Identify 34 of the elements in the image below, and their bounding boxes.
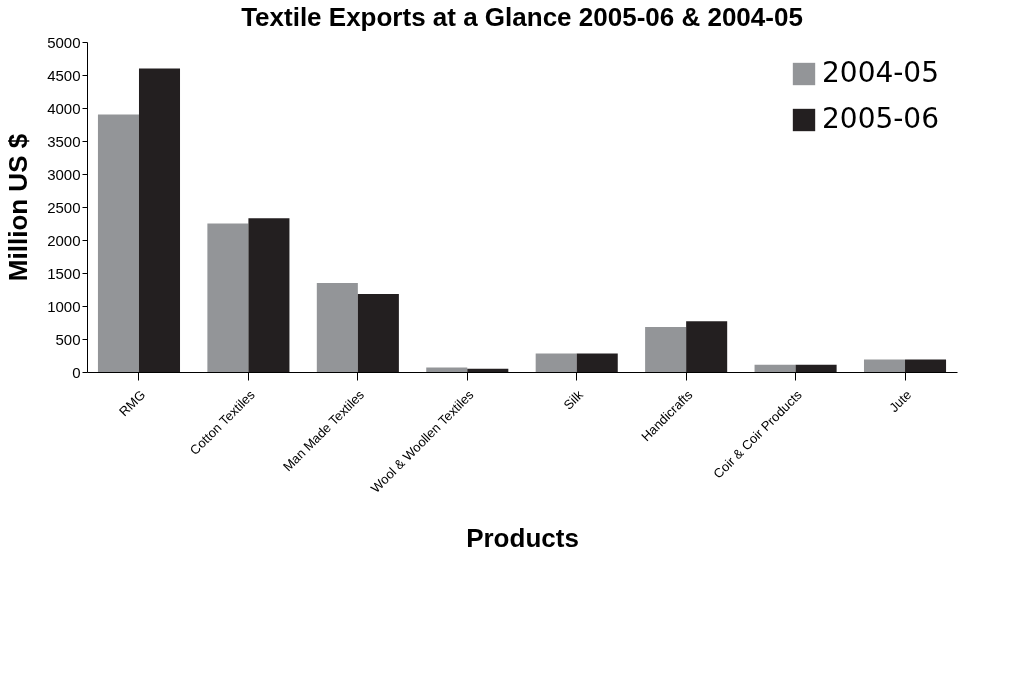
y-tick-label: 4000 xyxy=(47,99,81,117)
y-axis-title: Million US $ xyxy=(3,133,34,282)
bar xyxy=(357,294,399,372)
bar xyxy=(754,364,796,372)
chart-title: Textile Exports at a Glance 2005-06 & 2004-05 xyxy=(241,2,803,32)
legend-label: 2004-05 xyxy=(822,56,939,89)
y-tick-label: 0 xyxy=(72,363,81,381)
y-tick-label: 5000 xyxy=(47,33,81,51)
bar xyxy=(863,359,906,372)
x-axis-title: Products xyxy=(466,522,579,553)
bar xyxy=(576,353,618,372)
bar xyxy=(138,68,181,372)
bar xyxy=(905,359,947,372)
y-tick-label: 3500 xyxy=(47,132,81,150)
bar xyxy=(207,223,249,372)
bar xyxy=(248,218,290,372)
bar xyxy=(316,282,358,372)
y-tick-label: 2500 xyxy=(47,198,81,216)
y-tick-label: 1000 xyxy=(47,297,81,315)
bar xyxy=(795,364,837,372)
x-tick-label: Silk xyxy=(560,386,587,413)
y-tick-label: 4500 xyxy=(47,66,81,84)
bar xyxy=(426,367,468,372)
legend-label: 2005-06 xyxy=(822,102,939,135)
x-tick-label: Jute xyxy=(886,387,915,416)
bar xyxy=(467,368,509,372)
bar xyxy=(686,321,728,372)
bar xyxy=(97,114,139,372)
y-tick-label: 500 xyxy=(55,330,81,348)
bar xyxy=(535,353,577,372)
y-tick-label: 2000 xyxy=(47,231,81,249)
bar xyxy=(645,327,687,372)
y-tick-label: 3000 xyxy=(47,165,81,183)
y-tick-label: 1500 xyxy=(47,264,81,282)
